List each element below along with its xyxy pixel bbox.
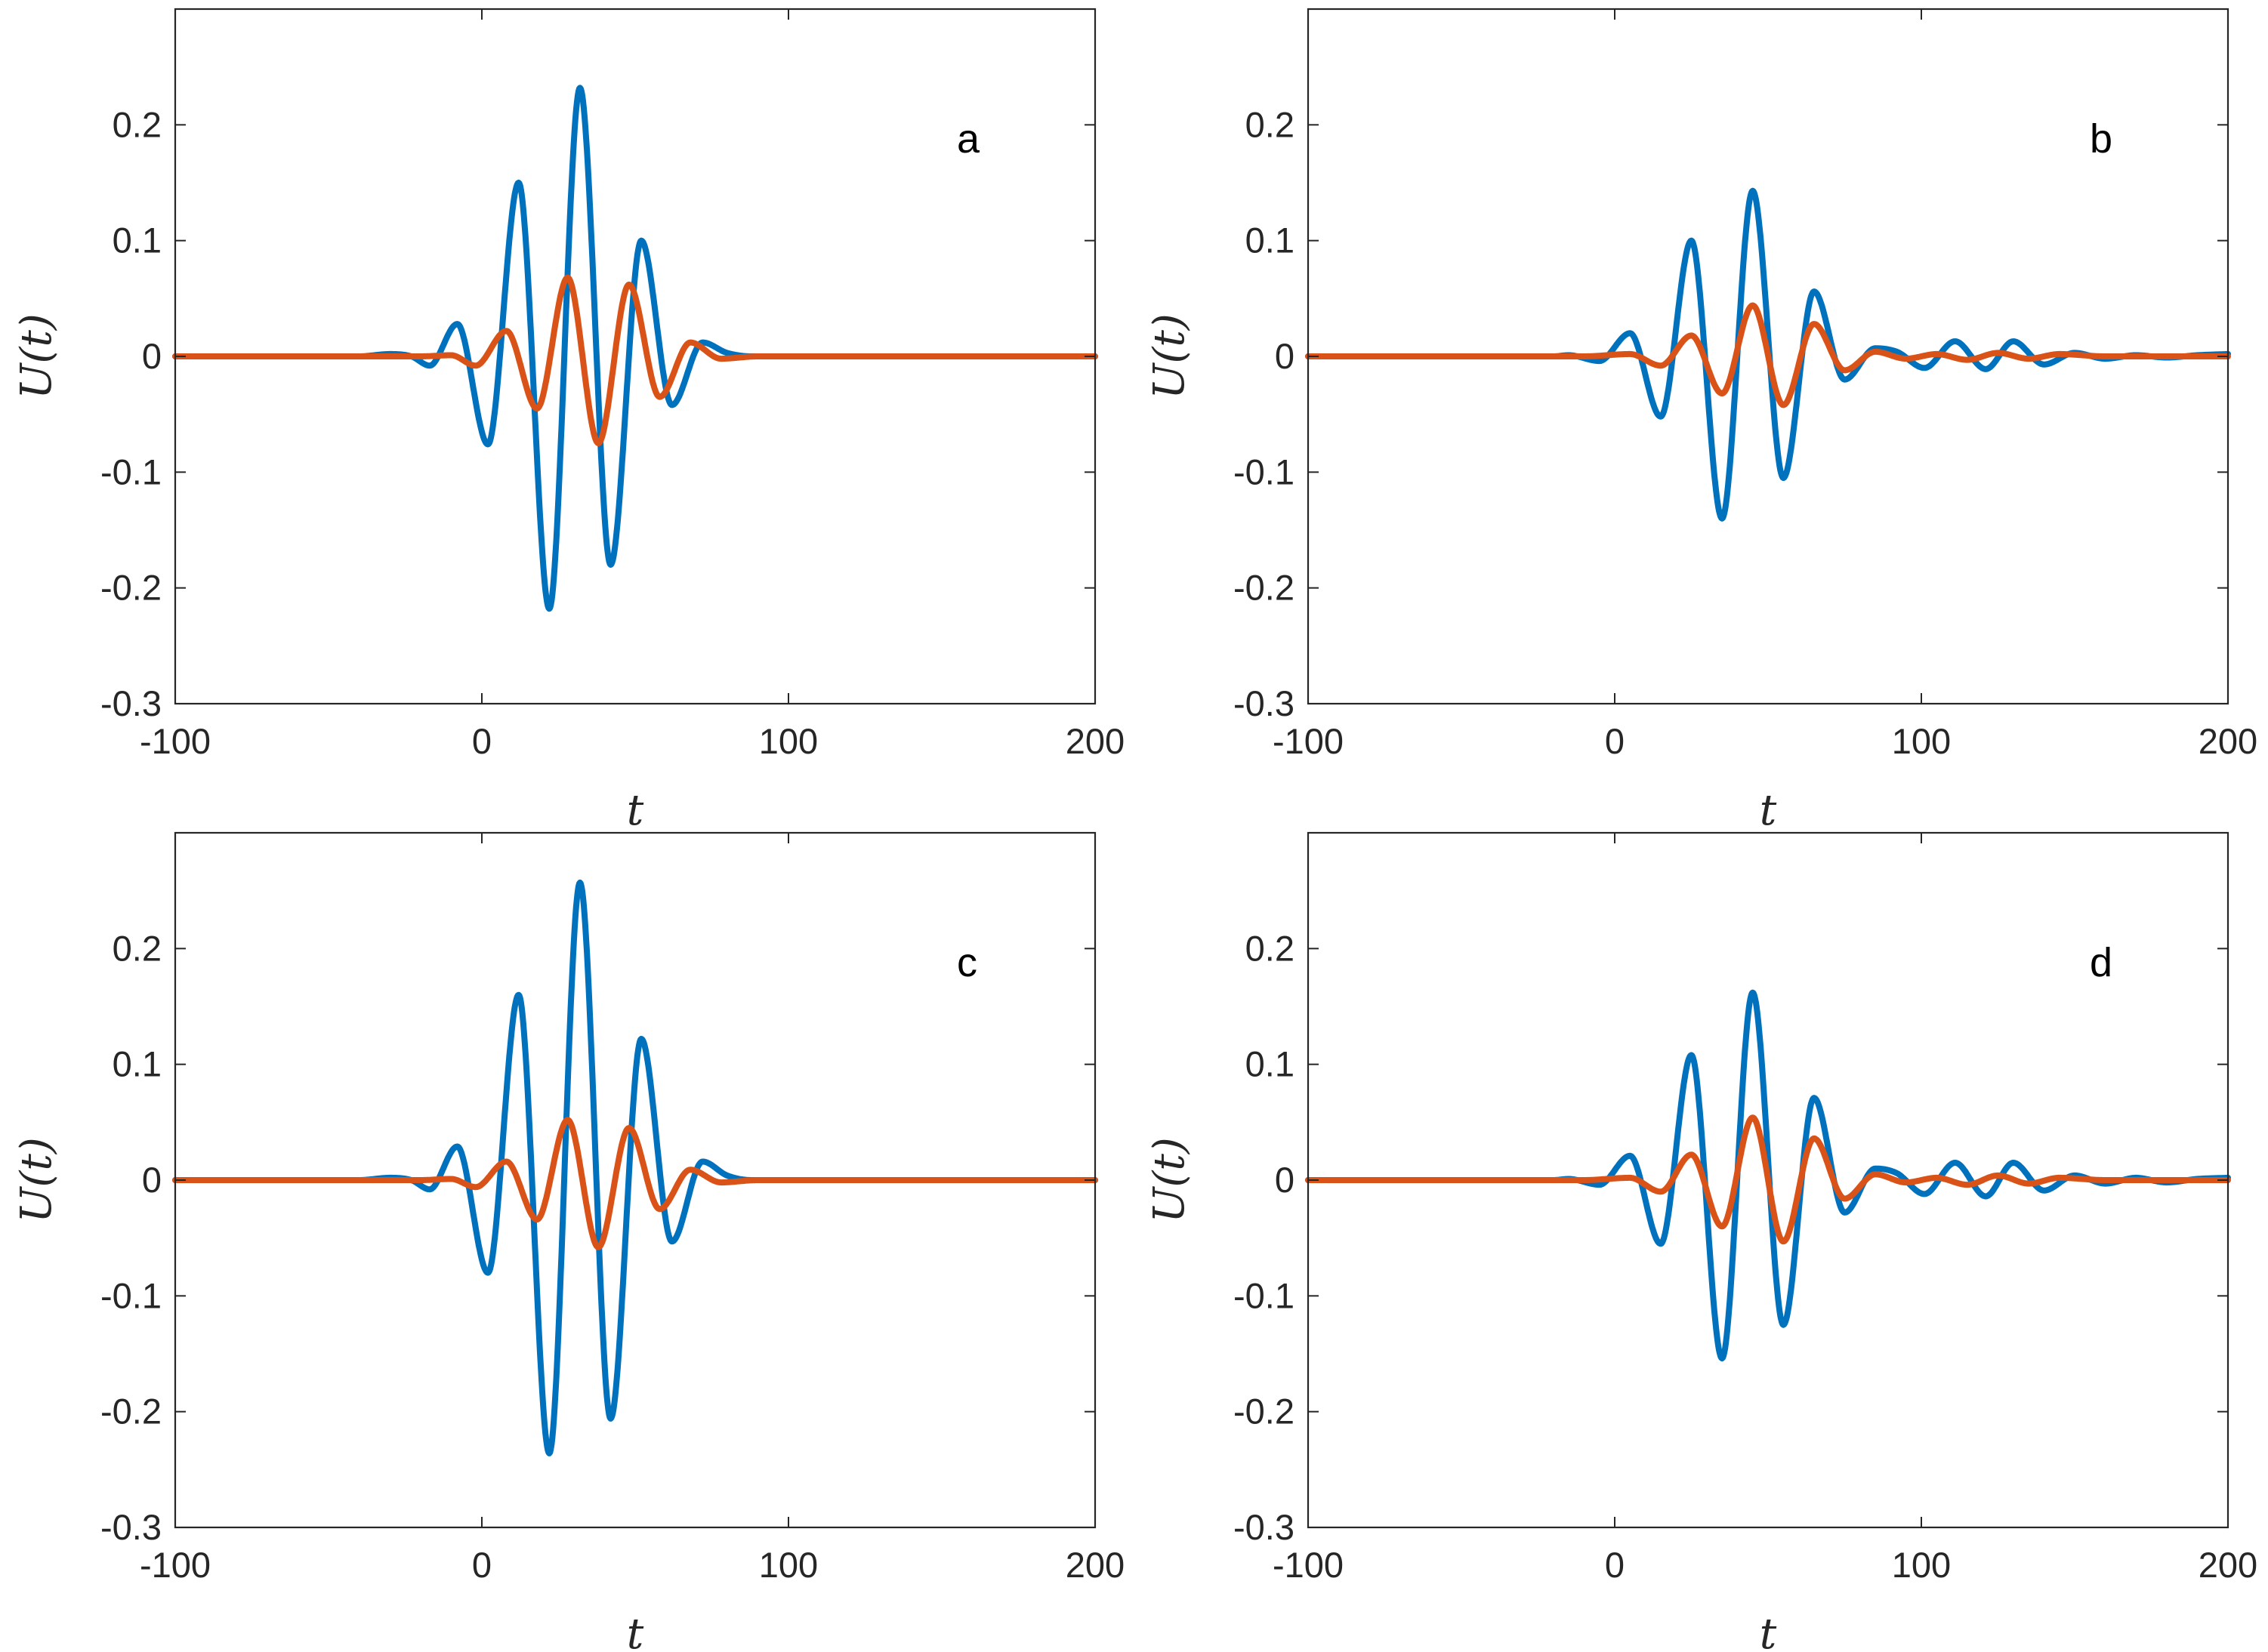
panel-b-y-tick-label: -0.1 [1233, 452, 1294, 492]
panel-b-y-tick-label: 0.1 [1245, 220, 1294, 260]
panel-b-ticks: -100 0 100 200 -0.3 -0.2 -0.1 0 0.1 0.2 [1233, 9, 2257, 761]
panel-c-y-tick-label: -0.1 [100, 1275, 162, 1315]
panel-a-letter: a [957, 116, 980, 162]
panel-a: -100 0 100 200 -0.3 -0.2 -0.1 0 0.1 0.2 a t U(t) [12, 8, 1125, 835]
panel-d-letter: d [2090, 940, 2112, 985]
panel-a-y-tick-label: 0.2 [113, 104, 162, 144]
panel-c-ticks: -100 0 100 200 -0.3 -0.2 -0.1 0 0.1 0.2 [100, 833, 1125, 1585]
panel-a-x-tick-label: 0 [472, 721, 492, 761]
panel-d: -100 0 100 200 -0.3 -0.2 -0.1 0 0.1 0.2 d t U(t) [1145, 831, 2257, 1652]
panel-b-y-axis-label: U(t) [1145, 313, 1194, 399]
panel-c-y-axis-label: U(t) [12, 1137, 61, 1222]
panel-a-x-tick-label: 200 [1066, 721, 1125, 761]
panel-c-x-axis-label: t [627, 1610, 644, 1652]
panel-b-series-2-line [1305, 302, 2231, 408]
panel-b-y-tick-label: -0.3 [1233, 683, 1294, 723]
panel-b-letter: b [2090, 116, 2112, 162]
panel-b-y-tick-label: -0.2 [1233, 568, 1294, 608]
panel-b-curves [1305, 187, 2231, 522]
panel-b-x-tick-label: 200 [2199, 721, 2257, 761]
panel-a-y-tick-label: 0 [142, 336, 162, 376]
panel-d-y-tick-label: 0.2 [1245, 928, 1294, 968]
panel-c-y-tick-label: -0.2 [100, 1392, 162, 1432]
panel-c-x-tick-label: 0 [472, 1545, 492, 1585]
panel-d-x-tick-label: 0 [1605, 1545, 1625, 1585]
panel-a-series-1-line [172, 85, 1098, 612]
panel-b: -100 0 100 200 -0.3 -0.2 -0.1 0 0.1 0.2 b t U(t) [1145, 8, 2257, 835]
panel-b-y-tick-label: 0 [1275, 336, 1294, 376]
panel-c-y-tick-label: 0.2 [113, 928, 162, 968]
panel-b-x-tick-label: 0 [1605, 721, 1625, 761]
panel-d-y-tick-label: -0.1 [1233, 1275, 1294, 1315]
panel-d-x-tick-label: -100 [1273, 1545, 1344, 1585]
panel-d-y-tick-label: -0.2 [1233, 1392, 1294, 1432]
panel-d-x-axis-label: t [1760, 1610, 1777, 1652]
panel-d-x-tick-label: 200 [2199, 1545, 2257, 1585]
panel-c-x-tick-label: 200 [1066, 1545, 1125, 1585]
panel-d-y-tick-label: 0.1 [1245, 1044, 1294, 1084]
panel-b-x-tick-label: -100 [1273, 721, 1344, 761]
panel-c-letter: c [957, 940, 977, 985]
panel-c-curves [172, 879, 1098, 1456]
panel-c-x-tick-label: -100 [140, 1545, 211, 1585]
panel-a-series-2-line [172, 274, 1098, 446]
panel-a-x-tick-label: -100 [140, 721, 211, 761]
panel-a-curves [172, 85, 1098, 612]
panel-a-y-tick-label: -0.1 [100, 452, 162, 492]
panel-b-x-tick-label: 100 [1892, 721, 1951, 761]
panel-a-ticks: -100 0 100 200 -0.3 -0.2 -0.1 0 0.1 0.2 [100, 9, 1125, 761]
panel-d-curves [1305, 989, 2231, 1362]
panel-d-ticks: -100 0 100 200 -0.3 -0.2 -0.1 0 0.1 0.2 [1233, 833, 2257, 1585]
panel-a-y-tick-label: -0.3 [100, 683, 162, 723]
panel-a-y-axis-label: U(t) [12, 313, 61, 399]
panel-c-series-2-line [172, 1117, 1098, 1250]
panel-c-y-tick-label: -0.3 [100, 1507, 162, 1547]
panel-d-y-axis-label: U(t) [1145, 1137, 1194, 1222]
panel-d-x-tick-label: 100 [1892, 1545, 1951, 1585]
panel-d-series-2-line [1305, 1114, 2231, 1245]
panel-d-y-tick-label: 0 [1275, 1160, 1294, 1200]
panel-a-y-tick-label: -0.2 [100, 568, 162, 608]
panel-a-x-axis-label: t [627, 786, 644, 835]
panel-a-y-tick-label: 0.1 [113, 220, 162, 260]
panel-c-y-tick-label: 0 [142, 1160, 162, 1200]
panel-c-y-tick-label: 0.1 [113, 1044, 162, 1084]
panel-b-x-axis-label: t [1760, 786, 1777, 835]
panel-c-x-tick-label: 100 [759, 1545, 818, 1585]
panel-c: -100 0 100 200 -0.3 -0.2 -0.1 0 0.1 0.2 c t U(t) [12, 831, 1125, 1652]
panel-b-y-tick-label: 0.2 [1245, 104, 1294, 144]
panel-d-y-tick-label: -0.3 [1233, 1507, 1294, 1547]
panel-a-x-tick-label: 100 [759, 721, 818, 761]
